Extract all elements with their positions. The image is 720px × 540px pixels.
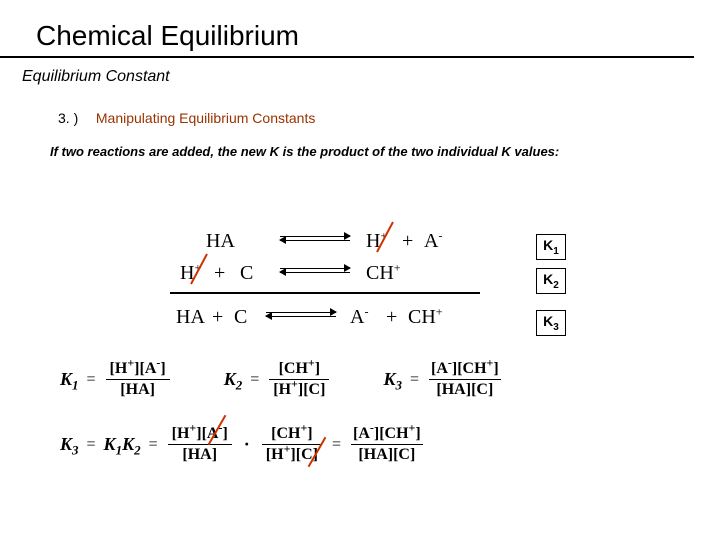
r3-plus2: + xyxy=(386,306,397,329)
formula-row-2: K3 = K1K2 = [H+][A-] [HA] · [CH+] [H+][C… xyxy=(60,425,503,464)
r1-plus: + xyxy=(402,230,413,253)
equals-sign: = xyxy=(246,371,263,388)
page-subtitle: Equilibrium Constant xyxy=(0,58,720,86)
section-number: 3. ) xyxy=(58,110,92,126)
k2-box: K2 xyxy=(536,268,566,294)
equilibrium-arrow-icon xyxy=(280,260,350,280)
equals-sign: = xyxy=(83,371,100,388)
k3-label: K3 xyxy=(60,434,79,454)
r1-a: A- xyxy=(424,230,442,253)
k2-label: K2 xyxy=(224,369,243,389)
r3-a: A- xyxy=(350,306,368,329)
prod-frac-3: [A-][CH+] [HA][C] xyxy=(351,425,423,464)
equals-sign: = xyxy=(328,436,345,453)
sum-divider xyxy=(170,292,480,294)
r2-c: C xyxy=(240,262,253,285)
r3-ha: HA xyxy=(176,306,205,329)
equals-sign: = xyxy=(83,436,100,453)
r1-ha: HA xyxy=(206,230,235,253)
r2-plus: + xyxy=(214,262,225,285)
prod-frac-1: [H+][A-] [HA] xyxy=(168,425,232,464)
k1-box: K1 xyxy=(536,234,566,260)
k3-fraction: [A-][CH+] [HA][C] xyxy=(429,360,501,399)
k1-label: K1 xyxy=(60,369,79,389)
reaction-block: HA H+ + A- H+ + C CH+ HA + C A- + CH+ xyxy=(170,226,570,334)
r3-c: C xyxy=(234,306,247,329)
page-title: Chemical Equilibrium xyxy=(0,0,694,58)
rule-text: If two reactions are added, the new K is… xyxy=(0,126,720,159)
k3-box: K3 xyxy=(536,310,566,336)
r2-ch: CH+ xyxy=(366,262,401,285)
k1k2-label: K1K2 xyxy=(104,434,141,454)
equals-sign: = xyxy=(406,371,423,388)
equilibrium-arrow-icon xyxy=(280,228,350,248)
k1-fraction: [H+][A-] [HA] xyxy=(106,360,170,399)
section-heading: 3. ) Manipulating Equilibrium Constants xyxy=(0,86,720,126)
reaction-1: HA H+ + A- xyxy=(170,226,570,258)
formula-block: K1 = [H+][A-] [HA] K2 = [CH+] [H+][C] K3… xyxy=(60,360,503,464)
section-text: Manipulating Equilibrium Constants xyxy=(96,110,315,126)
reaction-2: H+ + C CH+ xyxy=(170,258,570,290)
equilibrium-arrow-icon xyxy=(266,304,336,324)
formula-row-1: K1 = [H+][A-] [HA] K2 = [CH+] [H+][C] K3… xyxy=(60,360,503,399)
equals-sign: = xyxy=(145,436,162,453)
r3-plus1: + xyxy=(212,306,223,329)
r3-ch: CH+ xyxy=(408,306,443,329)
k3-label: K3 xyxy=(383,369,402,389)
multiply-dot: · xyxy=(238,434,256,454)
reaction-3: HA + C A- + CH+ xyxy=(170,302,570,334)
k2-fraction: [CH+] [H+][C] xyxy=(269,360,329,399)
